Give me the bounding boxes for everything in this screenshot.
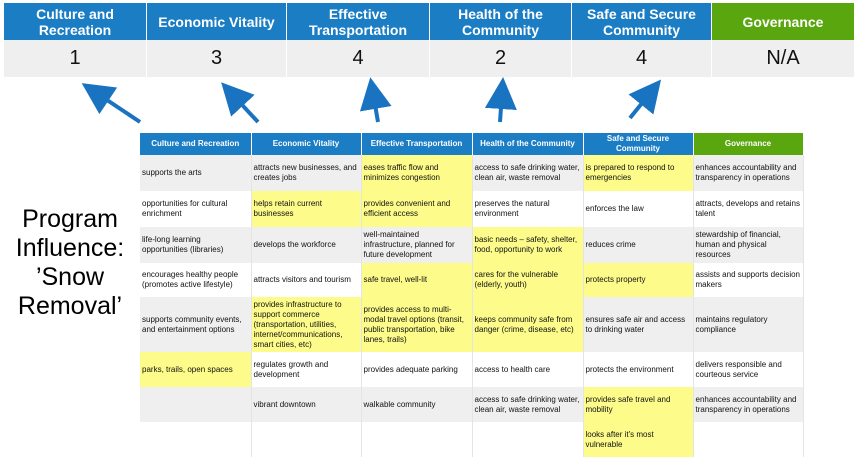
table-cell: is prepared to respond to emergencies — [583, 155, 694, 191]
category-header: Health of the Community — [430, 3, 572, 40]
arrow-icon — [221, 82, 260, 124]
category-score: 2 — [430, 40, 572, 77]
table-cell — [140, 422, 252, 457]
table-cell: provides infrastructure to support comme… — [251, 297, 362, 352]
category-header: Economic Vitality — [147, 3, 287, 40]
table-row: parks, trails, open spaces regulates grow… — [140, 352, 804, 387]
category-header: Governance — [712, 3, 855, 40]
table-cell — [693, 422, 804, 457]
table-cell: life-long learning opportunities (librar… — [140, 227, 252, 263]
table-row: vibrant downtown walkable community access… — [140, 387, 804, 422]
program-influence-label: Program Influence: ’Snow Removal’ — [0, 205, 140, 321]
table-cell: protects property — [583, 263, 694, 297]
table-cell — [361, 422, 473, 457]
table-cell: attracts new businesses, and creates job… — [251, 155, 362, 191]
table-cell: preserves the natural environment — [472, 191, 584, 227]
label-line: ’Snow — [35, 263, 105, 291]
influence-table: Culture and Recreation Economic Vitality E… — [140, 133, 804, 457]
table-cell: assists and supports decision makers — [693, 263, 804, 297]
category-header: Effective Transportation — [287, 3, 430, 40]
table-cell: safe travel, well-lit — [361, 263, 473, 297]
arrow-icon — [484, 77, 517, 123]
category-score: 4 — [572, 40, 712, 77]
table-cell: access to safe drinking water, clean air… — [472, 387, 584, 422]
table-cell: attracts visitors and tourism — [251, 263, 362, 297]
category-header: Safe and Secure Community — [572, 3, 712, 40]
table-cell: reduces crime — [583, 227, 694, 263]
table-header: Economic Vitality — [251, 133, 362, 155]
table-cell: ensures safe air and access to drinking … — [583, 297, 694, 352]
table-cell — [251, 422, 362, 457]
table-header: Health of the Community — [472, 133, 584, 155]
table-row: supports the arts attracts new businesses… — [140, 155, 804, 191]
table-cell: enforces the law — [583, 191, 694, 227]
label-line: Removal’ — [17, 292, 123, 320]
arrow-icon — [81, 83, 142, 124]
table-cell: opportunities for cultural enrichment — [140, 191, 252, 227]
category-score: 1 — [4, 40, 147, 77]
table-cell — [140, 387, 252, 422]
table-header: Effective Transportation — [361, 133, 473, 155]
table-cell: parks, trails, open spaces — [140, 352, 252, 387]
table-cell: enhances accountability and transparency… — [693, 387, 804, 422]
table-cell: provides access to multi-modal travel op… — [361, 297, 473, 352]
table-cell: stewardship of financial, human and phys… — [693, 227, 804, 263]
table-row: encourages healthy people (promotes acti… — [140, 263, 804, 297]
table-row: life-long learning opportunities (librar… — [140, 227, 804, 263]
category-score: 4 — [287, 40, 430, 77]
category-score: N/A — [712, 40, 855, 77]
table-cell: supports the arts — [140, 155, 252, 191]
table-cell: access to safe drinking water, clean air… — [472, 155, 584, 191]
table-cell: keeps community safe from danger (crime,… — [472, 297, 584, 352]
label-line: Influence: — [15, 234, 125, 262]
table-cell: vibrant downtown — [251, 387, 362, 422]
table-cell: well-maintained infrastructure, planned … — [361, 227, 473, 263]
table-header: Safe and Secure Community — [583, 133, 694, 155]
category-score: 3 — [147, 40, 287, 77]
score-summary: Culture and Recreation Economic Vitality E… — [4, 3, 855, 77]
table-cell: encourages healthy people (promotes acti… — [140, 263, 252, 297]
table-cell: develops the workforce — [251, 227, 362, 263]
table-cell: delivers responsible and courteous servi… — [693, 352, 804, 387]
table-cell: walkable community — [361, 387, 473, 422]
table-header: Culture and Recreation — [140, 133, 252, 155]
table-row: supports community events, and entertain… — [140, 297, 804, 352]
table-cell: provides convenient and efficient access — [361, 191, 473, 227]
table-cell — [472, 422, 584, 457]
label-line: Program — [22, 205, 118, 233]
table-cell: basic needs – safety, shelter, food, opp… — [472, 227, 584, 263]
arrow-icon — [359, 77, 392, 123]
table-cell: cares for the vulnerable (elderly, youth… — [472, 263, 584, 297]
table-cell: supports community events, and entertain… — [140, 297, 252, 352]
table-row: opportunities for cultural enrichment hel… — [140, 191, 804, 227]
table-cell: attracts, develops and retains talent — [693, 191, 804, 227]
table-cell: access to health care — [472, 352, 584, 387]
table-header: Governance — [693, 133, 804, 155]
table-cell: protects the environment — [583, 352, 694, 387]
table-cell: provides safe travel and mobility — [583, 387, 694, 422]
table-cell: looks after it's most vulnerable — [583, 422, 694, 457]
arrow-icon — [628, 79, 662, 120]
table-cell: enhances accountability and transparency… — [693, 155, 804, 191]
table-cell: eases traffic flow and minimizes congest… — [361, 155, 473, 191]
table-row: looks after it's most vulnerable — [140, 422, 804, 457]
table-cell: provides adequate parking — [361, 352, 473, 387]
table-cell: helps retain current businesses — [251, 191, 362, 227]
table-cell: maintains regulatory compliance — [693, 297, 804, 352]
table-cell: regulates growth and development — [251, 352, 362, 387]
category-header: Culture and Recreation — [4, 3, 147, 40]
